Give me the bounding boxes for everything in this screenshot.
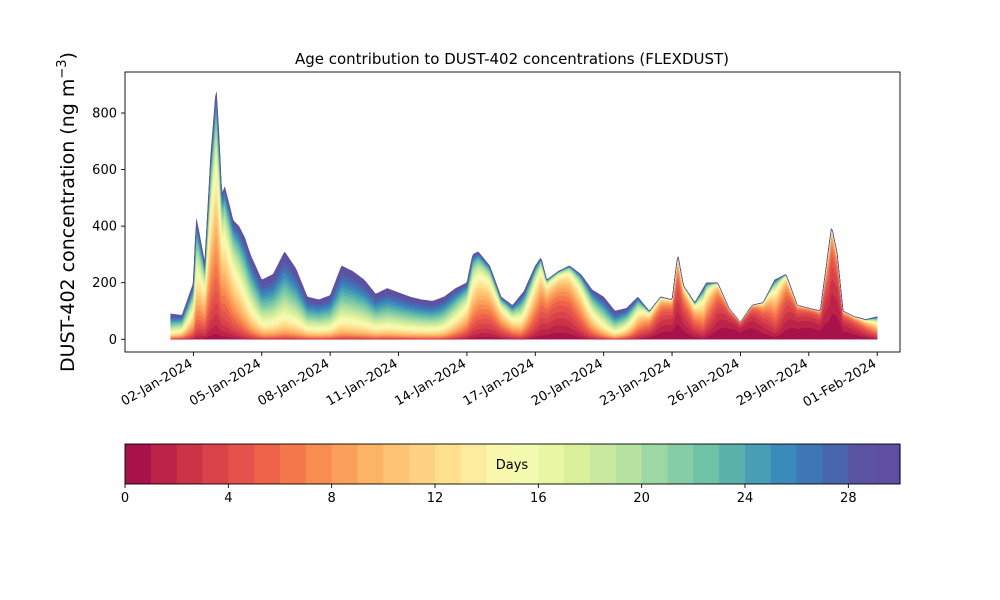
x-tick-label: 23-Jan-2024 [597, 356, 674, 409]
colorbar-segment [202, 444, 229, 484]
colorbar-segment [796, 444, 824, 484]
colorbar-segment [745, 444, 772, 484]
colorbar-segment [305, 444, 333, 484]
colorbar-tick-label: 8 [328, 491, 336, 506]
y-axis-label-main: DUST-402 concentration (ng m [57, 79, 79, 372]
y-axis: 0 200 400 600 800 [92, 107, 125, 348]
y-tick-label: 800 [92, 107, 117, 122]
x-tick-label: 29-Jan-2024 [734, 356, 811, 409]
colorbar-segment [150, 444, 178, 484]
colorbar-segment [176, 444, 204, 484]
y-axis-label: DUST-402 concentration (ng m−3) [55, 52, 79, 372]
chart-title: Age contribution to DUST-402 concentrati… [295, 50, 729, 68]
x-axis: 02-Jan-202405-Jan-202408-Jan-202411-Jan-… [119, 352, 879, 410]
colorbar-segment [590, 444, 617, 484]
colorbar-ticks: 0 4 8 12 16 20 24 28 [121, 484, 857, 506]
x-tick-label: 11-Jan-2024 [324, 356, 401, 409]
x-tick-label: 17-Jan-2024 [461, 356, 538, 409]
colorbar-tick-label: 24 [737, 491, 754, 506]
colorbar [125, 444, 901, 484]
colorbar-label: Days [496, 458, 529, 473]
colorbar-segment [512, 444, 539, 484]
colorbar-segment [615, 444, 643, 484]
y-tick-label: 400 [92, 220, 117, 235]
colorbar-tick-label: 12 [427, 491, 444, 506]
plot-frame [124, 71, 901, 353]
age-band-29-days [170, 92, 878, 323]
colorbar-segment [564, 444, 591, 484]
colorbar-frame [124, 443, 901, 485]
colorbar-tick-label: 0 [121, 491, 129, 506]
x-tick-label: 14-Jan-2024 [392, 356, 469, 409]
colorbar-segment [693, 444, 720, 484]
colorbar-segment [254, 444, 281, 484]
y-tick-label: 200 [92, 276, 117, 291]
stacked-areas [170, 92, 878, 340]
x-tick-label: 01-Feb-2024 [801, 356, 880, 410]
colorbar-segment [409, 444, 436, 484]
colorbar-segment [822, 444, 849, 484]
colorbar-tick-label: 20 [633, 491, 650, 506]
colorbar-tick-label: 16 [530, 491, 547, 506]
colorbar-segment [848, 444, 875, 484]
x-tick-label: 02-Jan-2024 [119, 356, 196, 409]
colorbar-segment [538, 444, 565, 484]
colorbar-segment [331, 444, 359, 484]
y-axis-label-close: ) [57, 52, 79, 59]
colorbar-segment [874, 444, 901, 484]
x-tick-label: 26-Jan-2024 [666, 356, 743, 409]
x-tick-label: 05-Jan-2024 [187, 356, 264, 409]
colorbar-segment [770, 444, 798, 484]
colorbar-segment [486, 444, 514, 484]
colorbar-segment [357, 444, 384, 484]
y-tick-label: 0 [109, 333, 117, 348]
colorbar-tick-label: 28 [840, 491, 857, 506]
colorbar-segment [641, 444, 669, 484]
x-tick-label: 20-Jan-2024 [529, 356, 606, 409]
y-tick-label: 600 [92, 163, 117, 178]
colorbar-tick-label: 4 [224, 491, 232, 506]
colorbar-segment [228, 444, 255, 484]
colorbar-segment [435, 444, 462, 484]
colorbar-segment [125, 444, 152, 484]
y-axis-label-sup: −3 [55, 59, 70, 78]
colorbar-segment [383, 444, 410, 484]
colorbar-segment [667, 444, 694, 484]
x-tick-label: 08-Jan-2024 [256, 356, 333, 409]
colorbar-segment [460, 444, 488, 484]
colorbar-segment [719, 444, 746, 484]
colorbar-segment [280, 444, 307, 484]
